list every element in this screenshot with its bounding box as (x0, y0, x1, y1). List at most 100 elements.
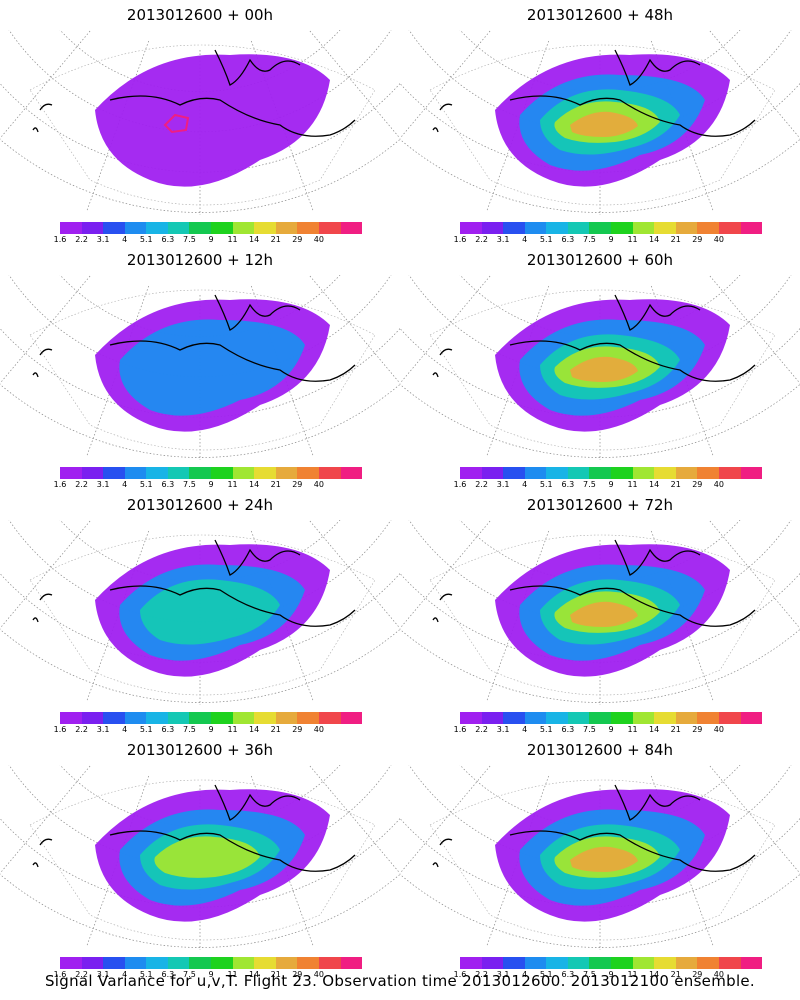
latitude-gridline (8, 30, 392, 133)
coastline (509, 585, 756, 627)
colorbar-swatch (740, 467, 763, 479)
colorbar-swatch (589, 467, 612, 479)
colorbar-labels: 1.6 2.2 3.1 4 5.1 6.3 7.5 9 11 14 21 29 40 (454, 480, 762, 492)
colorbar-tick-label: 9 (208, 235, 214, 244)
colorbar-tick-label: 21 (270, 480, 281, 489)
map-boundary (29, 779, 376, 941)
colorbar-swatch (654, 222, 676, 234)
colorbar-tick-label: 3.1 (496, 480, 510, 489)
latitude-gridline (8, 275, 392, 378)
colorbar-tick-label: 5.1 (539, 235, 553, 244)
colorbar-tick-label: 7.5 (183, 970, 196, 979)
variance-contour-fill (154, 836, 260, 878)
colorbar-swatch (503, 222, 525, 234)
colorbar-tick-label: 40 (313, 970, 324, 979)
map-panel: 2013012600 + 36h 1.6 2.2 3.1 4 5.1 6.3 7.5 9 11 14… (0, 735, 400, 980)
colorbar-swatch (124, 957, 147, 969)
latitude-gridline (8, 520, 392, 623)
panel-title: 2013012600 + 48h (526, 6, 674, 24)
coastline (214, 49, 301, 86)
map-boundary (29, 534, 376, 696)
colorbar-swatch (146, 467, 168, 479)
longitude-gridline (730, 30, 800, 65)
colorbar-tick-label: 7.5 (183, 235, 196, 244)
colorbar-swatch (740, 712, 763, 724)
variance-map (0, 275, 400, 460)
colorbar-swatch (189, 222, 212, 234)
variance-map (400, 30, 800, 215)
colorbar-swatch (524, 957, 547, 969)
colorbar-tick-label: 9 (608, 970, 614, 979)
longitude-gridline (0, 765, 92, 874)
colorbar-tick-label: 11 (627, 725, 638, 734)
colorbar-swatch (318, 467, 341, 479)
colorbar-tick-label: 7.5 (183, 725, 196, 734)
colorbar-swatch (189, 467, 212, 479)
colorbar-swatch (297, 467, 319, 479)
colorbar-tick-label: 29 (292, 480, 303, 489)
colorbar-tick-label: 14 (649, 725, 660, 734)
colorbar-swatch (275, 957, 298, 969)
coastline (432, 348, 453, 378)
colorbar-tick-label: 11 (227, 725, 238, 734)
colorbar-tick-label: 5.1 (139, 725, 153, 734)
colorbar-swatch (675, 467, 698, 479)
colorbar-swatch (611, 222, 633, 234)
coastline (614, 784, 701, 821)
map-panel: 2013012600 + 12h 1.6 2.2 3.1 4 5.1 6.3 7.5 9 11 14… (0, 245, 400, 490)
colorbar-swatch (546, 712, 568, 724)
colorbar-tick-label: 9 (608, 725, 614, 734)
colorbar-tick-label: 2.2 (475, 480, 488, 489)
colorbar-tick-label: 14 (249, 480, 260, 489)
colorbar-tick-label: 2.2 (75, 235, 88, 244)
colorbar-swatch (124, 467, 147, 479)
colorbar-labels: 1.6 2.2 3.1 4 5.1 6.3 7.5 9 11 14 21 29 40 (454, 970, 762, 982)
colorbar-swatch (211, 467, 233, 479)
colorbar-swatch (567, 712, 590, 724)
colorbar-tick-label: 4 (122, 235, 128, 244)
map-boundary (429, 534, 776, 696)
colorbar-swatch (697, 712, 719, 724)
colorbar-swatch (275, 222, 298, 234)
longitude-gridline (0, 275, 70, 310)
colorbar-tick-label: 4 (522, 480, 528, 489)
colorbar-tick-label: 2.2 (475, 970, 488, 979)
panel-title: 2013012600 + 60h (526, 251, 674, 269)
map-boundary (429, 289, 776, 451)
colorbar-swatch (546, 467, 568, 479)
variance-map (400, 520, 800, 705)
colorbar-swatch (189, 957, 212, 969)
colorbar-tick-label: 21 (670, 480, 681, 489)
colorbar-tick-label: 9 (208, 480, 214, 489)
longitude-gridline (400, 275, 492, 384)
colorbar-tick-label: 5.1 (539, 725, 553, 734)
coastline (509, 340, 756, 382)
colorbar-tick-label: 6.3 (161, 970, 175, 979)
colorbar-tick-label: 6.3 (561, 235, 575, 244)
coastline (109, 340, 356, 382)
colorbar-swatch (524, 712, 547, 724)
colorbar-swatch (297, 712, 319, 724)
coastline (32, 103, 53, 133)
colorbar-swatch (589, 712, 612, 724)
colorbar-tick-label: 4 (522, 725, 528, 734)
colorbar-swatch (460, 957, 482, 969)
variance-map (0, 765, 400, 950)
colorbar-labels: 1.6 2.2 3.1 4 5.1 6.3 7.5 9 11 14 21 29 40 (54, 970, 362, 982)
colorbar-tick-label: 40 (313, 480, 324, 489)
longitude-gridline (400, 765, 492, 874)
colorbar-tick-label: 2.2 (475, 725, 488, 734)
longitude-gridline (730, 275, 800, 310)
colorbar-swatch (275, 467, 298, 479)
colorbar (460, 222, 763, 234)
colorbar-swatch (254, 222, 276, 234)
colorbar-swatch (481, 712, 504, 724)
colorbar (60, 957, 363, 969)
colorbar-tick-label: 3.1 (96, 235, 110, 244)
colorbar-swatch (481, 467, 504, 479)
colorbar-swatch (697, 467, 719, 479)
colorbar-swatch (675, 712, 698, 724)
colorbar (460, 467, 763, 479)
colorbar-tick-label: 1.6 (453, 970, 467, 979)
colorbar-tick-label: 21 (270, 235, 281, 244)
